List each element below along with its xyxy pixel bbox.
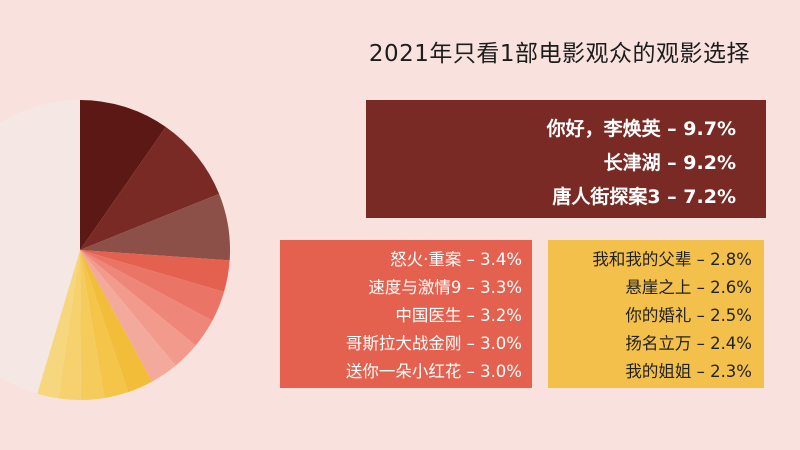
legend-item-zhongguo-yisheng: 中国医生 – 3.2% xyxy=(395,306,522,325)
pie-slice-9 xyxy=(80,250,129,399)
pie-slice-12 xyxy=(37,250,80,399)
legend-box-middle: 怒火·重案 – 3.4% 速度与激情9 – 3.3% 中国医生 – 3.2% 哥… xyxy=(280,240,532,388)
legend-item-gesila: 哥斯拉大战金刚 – 3.0% xyxy=(345,334,522,353)
chart-title: 2021年只看1部电影观众的观影选择 xyxy=(368,41,750,67)
legend-item-xiaohonghua: 送你一朵小红花 – 3.0% xyxy=(345,362,522,381)
legend-item-sudu: 速度与激情9 – 3.3% xyxy=(368,278,522,297)
legend-box-top: 你好，李焕英 – 9.7% 长津湖 – 9.2% 唐人街探案3 – 7.2% xyxy=(366,100,766,218)
pie-slice-5 xyxy=(80,250,213,346)
legend-item-fubei: 我和我的父辈 – 2.8% xyxy=(592,250,752,269)
pie-slice-8 xyxy=(80,250,153,393)
legend-item-li-huanying: 你好，李焕英 – 9.7% xyxy=(546,118,736,140)
pie-slice-0 xyxy=(80,100,166,250)
legend-box-right: 我和我的父辈 – 2.8% 悬崖之上 – 2.6% 你的婚礼 – 2.5% 扬名… xyxy=(548,240,764,388)
pie-slice-6 xyxy=(80,250,196,366)
pie-slice-7 xyxy=(80,250,176,382)
legend-item-hunli: 你的婚礼 – 2.5% xyxy=(625,306,752,325)
legend-item-nuhuo: 怒火·重案 – 3.4% xyxy=(390,250,522,269)
legend-item-jiejie: 我的姐姐 – 2.3% xyxy=(625,362,752,381)
pie-slice-3 xyxy=(80,250,230,292)
legend-item-tangrenjie: 唐人街探案3 – 7.2% xyxy=(552,186,736,208)
pie-slice-4 xyxy=(80,250,225,321)
pie-slice-1 xyxy=(80,127,220,250)
pie-slice-10 xyxy=(80,250,105,400)
pie-slice-13 xyxy=(0,100,80,394)
pie-slice-11 xyxy=(58,250,81,401)
pie-slice-2 xyxy=(80,193,230,261)
legend-item-xuanya: 悬崖之上 – 2.6% xyxy=(625,278,752,297)
legend-item-yangming: 扬名立万 – 2.4% xyxy=(625,334,752,353)
legend-item-changjinhu: 长津湖 – 9.2% xyxy=(603,152,736,174)
